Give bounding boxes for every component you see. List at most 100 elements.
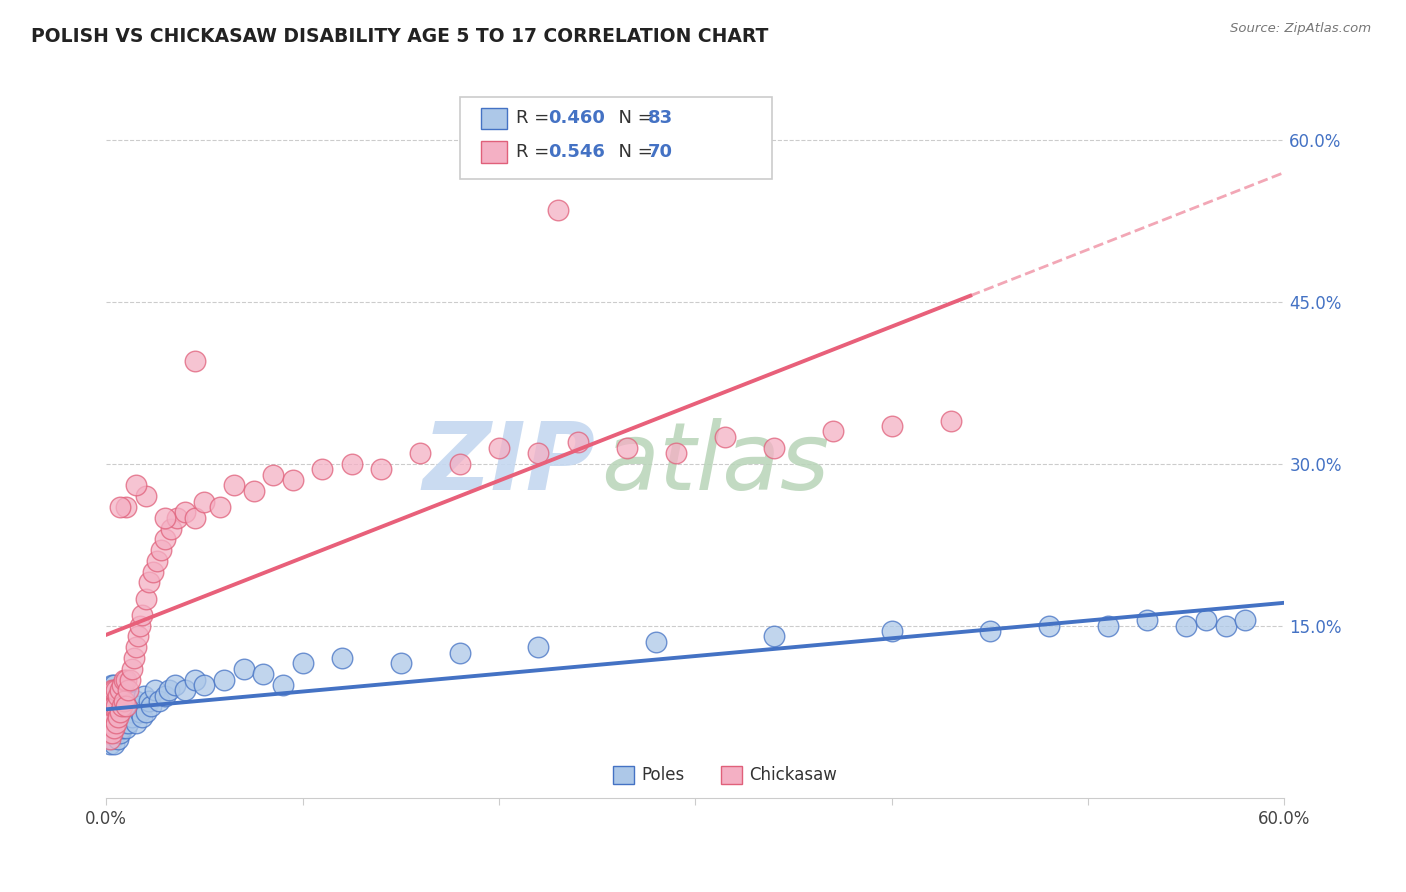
Point bbox=[111, 705, 134, 719]
Point bbox=[134, 591, 156, 606]
Point bbox=[567, 435, 589, 450]
Point bbox=[157, 683, 180, 698]
Text: 0.460: 0.460 bbox=[548, 109, 605, 127]
Text: atlas: atlas bbox=[602, 418, 830, 509]
Point bbox=[127, 629, 149, 643]
Point bbox=[105, 683, 128, 698]
Point bbox=[939, 414, 962, 428]
Point bbox=[118, 705, 141, 719]
Point bbox=[449, 646, 471, 660]
Point bbox=[108, 500, 131, 514]
Point bbox=[111, 678, 134, 692]
Point bbox=[111, 699, 134, 714]
Point bbox=[101, 689, 124, 703]
Point bbox=[103, 721, 125, 735]
Point bbox=[132, 689, 155, 703]
Point bbox=[121, 710, 143, 724]
Text: Poles: Poles bbox=[641, 766, 685, 784]
Point bbox=[105, 699, 128, 714]
Text: ZIP: ZIP bbox=[422, 417, 595, 509]
FancyBboxPatch shape bbox=[481, 141, 506, 162]
Point bbox=[252, 667, 274, 681]
Text: 70: 70 bbox=[648, 143, 673, 161]
Point bbox=[107, 689, 129, 703]
Point bbox=[141, 699, 163, 714]
Text: 0.546: 0.546 bbox=[548, 143, 605, 161]
Point bbox=[1234, 613, 1257, 627]
Point bbox=[1195, 613, 1218, 627]
Point bbox=[389, 657, 412, 671]
FancyBboxPatch shape bbox=[481, 108, 506, 129]
Point bbox=[143, 683, 166, 698]
Point bbox=[449, 457, 471, 471]
Text: N =: N = bbox=[607, 109, 658, 127]
Point bbox=[142, 565, 165, 579]
Point bbox=[112, 673, 135, 687]
Point bbox=[880, 419, 903, 434]
Point bbox=[101, 683, 124, 698]
Point bbox=[105, 689, 128, 703]
Point bbox=[108, 705, 131, 719]
Point bbox=[111, 694, 134, 708]
Point bbox=[103, 737, 125, 751]
Point bbox=[108, 710, 131, 724]
Point bbox=[153, 533, 176, 547]
Point bbox=[101, 678, 124, 692]
FancyBboxPatch shape bbox=[613, 766, 634, 784]
Point bbox=[107, 715, 129, 730]
Point bbox=[762, 441, 785, 455]
Point bbox=[138, 575, 160, 590]
Point bbox=[153, 510, 176, 524]
Point bbox=[1097, 618, 1119, 632]
Point bbox=[107, 705, 129, 719]
Text: POLISH VS CHICKASAW DISABILITY AGE 5 TO 17 CORRELATION CHART: POLISH VS CHICKASAW DISABILITY AGE 5 TO … bbox=[31, 27, 768, 45]
Point bbox=[98, 683, 121, 698]
Point bbox=[1215, 618, 1237, 632]
Point bbox=[108, 726, 131, 740]
Point bbox=[105, 715, 128, 730]
Point bbox=[409, 446, 432, 460]
FancyBboxPatch shape bbox=[721, 766, 742, 784]
Text: R =: R = bbox=[516, 143, 555, 161]
FancyBboxPatch shape bbox=[460, 97, 772, 179]
Text: 83: 83 bbox=[648, 109, 673, 127]
Point bbox=[125, 694, 148, 708]
Point bbox=[103, 710, 125, 724]
Point bbox=[101, 710, 124, 724]
Point bbox=[115, 689, 138, 703]
Point bbox=[117, 715, 139, 730]
Point bbox=[128, 618, 150, 632]
Point bbox=[98, 726, 121, 740]
Point bbox=[98, 737, 121, 751]
Point bbox=[117, 694, 139, 708]
Point bbox=[103, 689, 125, 703]
Point bbox=[101, 726, 124, 740]
Point bbox=[222, 478, 245, 492]
Point bbox=[103, 699, 125, 714]
Point bbox=[616, 441, 638, 455]
Point bbox=[242, 483, 264, 498]
Point bbox=[103, 683, 125, 698]
Point bbox=[291, 657, 314, 671]
Point bbox=[115, 699, 138, 714]
Point bbox=[166, 510, 188, 524]
Point bbox=[121, 662, 143, 676]
Point bbox=[122, 699, 145, 714]
Point bbox=[107, 710, 129, 724]
Point bbox=[115, 500, 138, 514]
Text: Chickasaw: Chickasaw bbox=[749, 766, 838, 784]
Point bbox=[212, 673, 235, 687]
Point bbox=[101, 731, 124, 746]
Point bbox=[340, 457, 363, 471]
Point bbox=[115, 673, 138, 687]
Point bbox=[183, 510, 205, 524]
Point bbox=[330, 651, 353, 665]
Point bbox=[979, 624, 1001, 638]
Point bbox=[122, 651, 145, 665]
Point bbox=[101, 710, 124, 724]
Point bbox=[107, 731, 129, 746]
Point bbox=[193, 678, 215, 692]
Point bbox=[118, 673, 141, 687]
Point bbox=[527, 640, 550, 655]
Point bbox=[125, 478, 148, 492]
